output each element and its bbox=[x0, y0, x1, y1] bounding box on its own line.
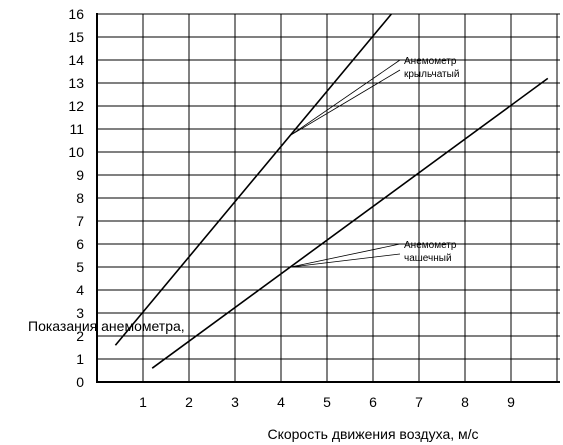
x-tick-label-1: 1 bbox=[139, 394, 147, 410]
y-tick-label-12: 12 bbox=[68, 98, 84, 114]
annotations: Анемометр крыльчатый Анемометр чашечный bbox=[289, 56, 459, 268]
x-tick-label-2: 2 bbox=[185, 394, 193, 410]
series-line-1 bbox=[151, 77, 549, 369]
annotation-leader-0 bbox=[289, 59, 401, 136]
y-tick-label-16: 16 bbox=[68, 6, 84, 22]
annotation-label-1-line-0: Анемометр bbox=[404, 240, 457, 251]
annotation-label-1-line-1: чашечный bbox=[404, 253, 452, 264]
annotation-leader-0-b bbox=[289, 69, 401, 136]
x-tick-label-8: 8 bbox=[461, 394, 469, 410]
series-lines bbox=[114, 13, 549, 369]
y-tick-label-10: 10 bbox=[68, 144, 84, 160]
y-tick-label-15: 15 bbox=[68, 29, 84, 45]
y-tick-label-6: 6 bbox=[76, 236, 84, 252]
x-tick-label-6: 6 bbox=[369, 394, 377, 410]
x-tick-label-5: 5 bbox=[323, 394, 331, 410]
x-tick-labels: 1 2 3 4 5 6 7 8 9 bbox=[139, 394, 515, 410]
y-tick-label-7: 7 bbox=[76, 213, 84, 229]
annotation-leader-1-b bbox=[290, 253, 401, 268]
x-axis-label: Скорость движения воздуха, м/с bbox=[267, 426, 478, 442]
y-tick-label-1: 1 bbox=[76, 351, 84, 367]
y-tick-label-13: 13 bbox=[68, 75, 84, 91]
x-tick-label-4: 4 bbox=[277, 394, 285, 410]
series-line-0 bbox=[114, 13, 393, 346]
y-tick-label-3: 3 bbox=[76, 305, 84, 321]
annotation-label-0-line-1: крыльчатый bbox=[404, 69, 459, 80]
y-tick-label-4: 4 bbox=[76, 282, 84, 298]
y-tick-label-9: 9 bbox=[76, 167, 84, 183]
y-tick-label-2: 2 bbox=[76, 328, 84, 344]
x-tick-label-7: 7 bbox=[415, 394, 423, 410]
y-tick-label-5: 5 bbox=[76, 259, 84, 275]
y-tick-label-14: 14 bbox=[68, 52, 84, 68]
x-tick-label-9: 9 bbox=[507, 394, 515, 410]
y-axis-label: Показания анемометра, bbox=[28, 318, 185, 334]
annotation-label-0-line-0: Анемометр bbox=[404, 56, 457, 67]
grid bbox=[96, 13, 560, 383]
annotation-leader-1 bbox=[290, 243, 401, 268]
y-tick-label-11: 11 bbox=[69, 121, 84, 137]
x-tick-label-3: 3 bbox=[231, 394, 239, 410]
y-tick-label-0: 0 bbox=[76, 374, 84, 390]
y-tick-label-8: 8 bbox=[76, 190, 84, 206]
